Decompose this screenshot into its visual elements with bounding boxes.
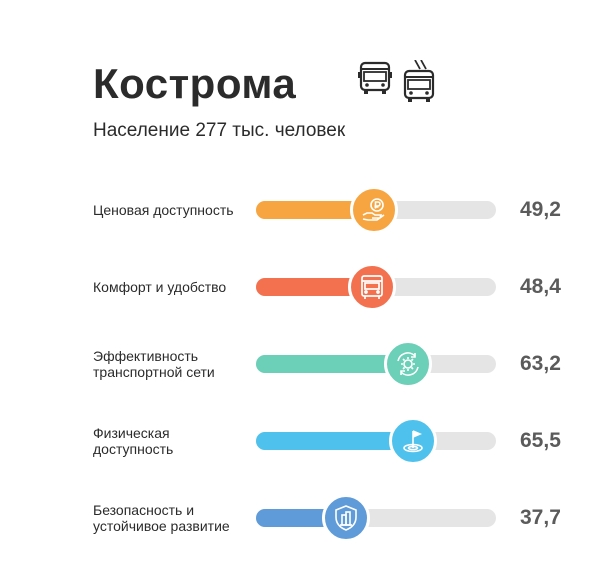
city-title: Кострома (93, 60, 297, 107)
trolleybus-icon (402, 60, 436, 104)
bar (256, 355, 408, 373)
value-label: 63,2 (520, 352, 561, 375)
value-label: 49,2 (520, 198, 561, 221)
category-label: Физическая доступность (93, 425, 174, 457)
shield-building-icon (322, 494, 370, 542)
bus-front-icon (348, 263, 396, 311)
chart-row: Комфорт и удобство 48,4 (0, 257, 601, 317)
bar (256, 201, 374, 219)
chart-row: Физическая доступность 65,5 (0, 411, 601, 471)
chart-row: Эффективность транспортной сети 63,2 (0, 334, 601, 394)
category-label: Ценовая доступность (93, 202, 234, 218)
flag-target-icon (389, 417, 437, 465)
bar (256, 432, 413, 450)
chart-row: Ценовая доступность 49,2 (0, 180, 601, 240)
category-label: Комфорт и удобство (93, 279, 227, 295)
value-label: 37,7 (520, 506, 561, 529)
category-label: Эффективность транспортной сети (93, 348, 215, 380)
bus-icon (358, 60, 392, 104)
value-label: 48,4 (520, 275, 561, 298)
bar (256, 278, 372, 296)
transport-icons (358, 60, 436, 104)
ruble-coin-hand-icon (350, 186, 398, 234)
category-label: Безопасность и устойчивое развитие (93, 502, 230, 534)
value-label: 65,5 (520, 429, 561, 452)
gear-arrows-icon (384, 340, 432, 388)
chart-row: Безопасность и устойчивое развитие 37,7 (0, 488, 601, 548)
population-subtitle: Население 277 тыс. человек (93, 120, 346, 141)
